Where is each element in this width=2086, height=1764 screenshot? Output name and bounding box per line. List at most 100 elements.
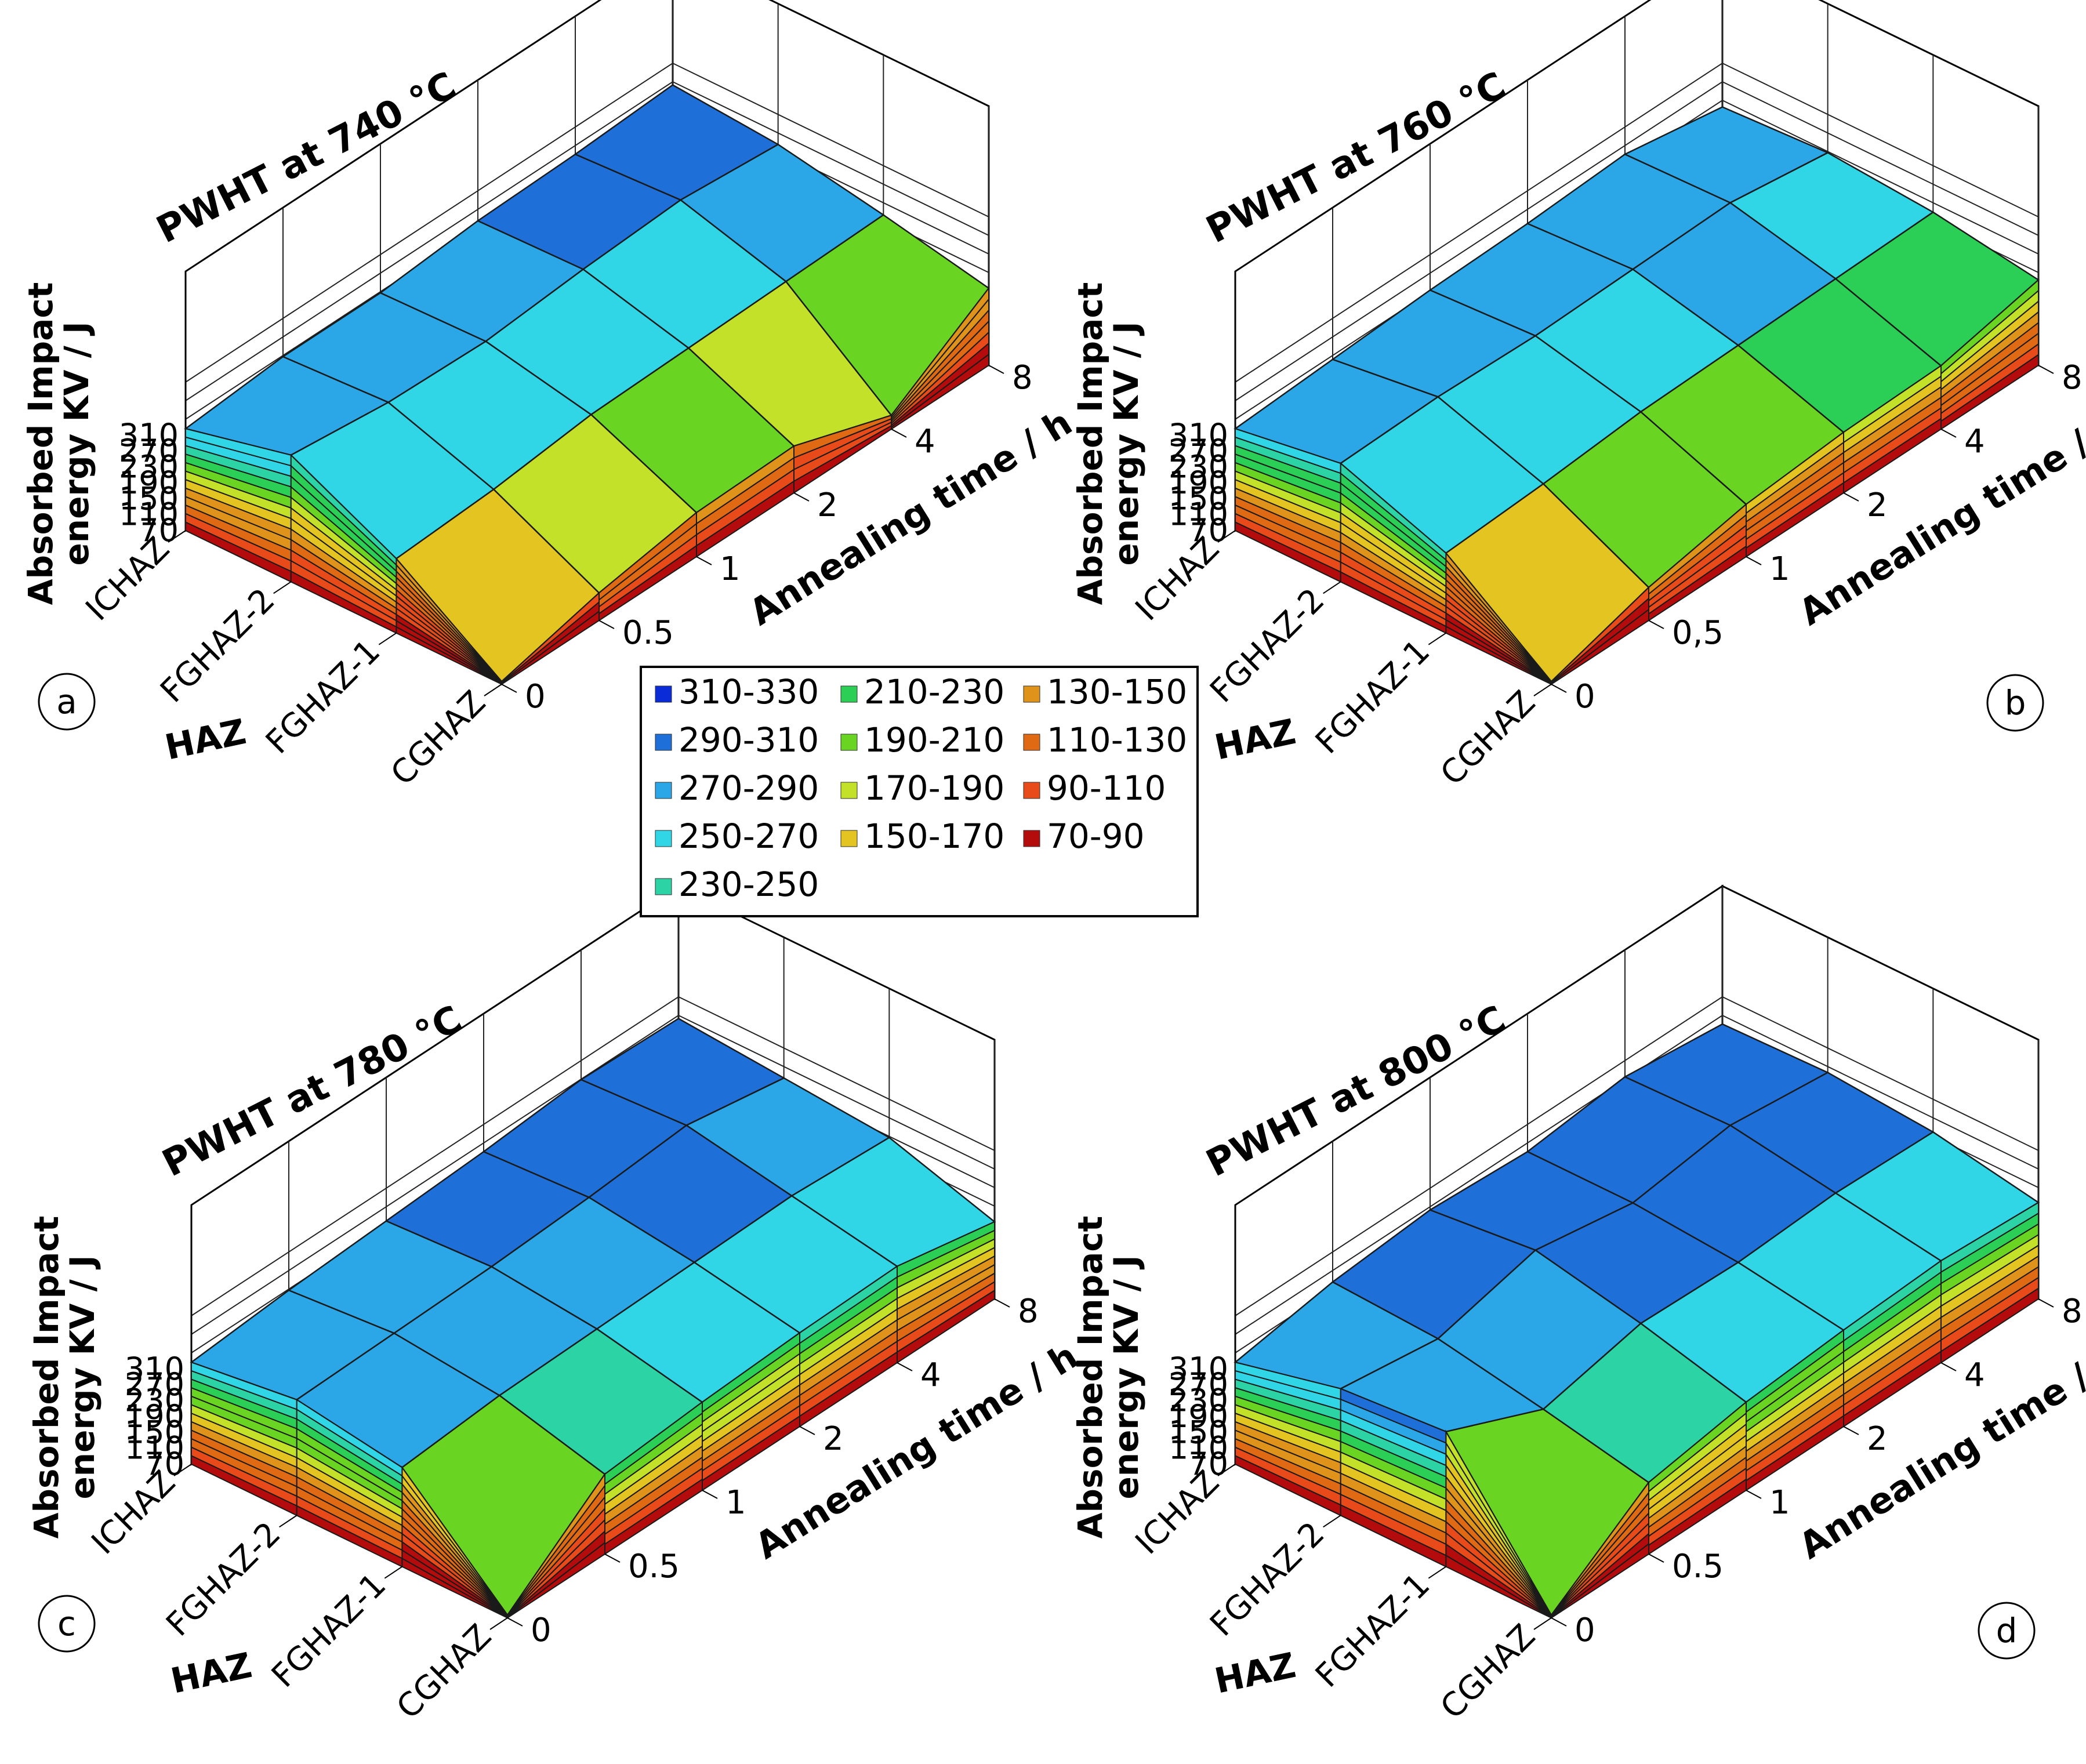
time-tick-label: 8 xyxy=(2062,359,2083,397)
time-tick-mark xyxy=(897,1362,913,1371)
time-tick-label: 4 xyxy=(1964,1356,1985,1394)
haz-tick-mark xyxy=(1217,530,1236,543)
z-tick-label: 190 xyxy=(119,464,179,501)
z-tick-label: 310 xyxy=(119,417,179,453)
legend-box xyxy=(640,666,1199,917)
haz-tick-mark xyxy=(1217,1464,1236,1476)
time-tick-mark xyxy=(1843,492,1859,502)
z-axis-title: Absorbed Impactenergy KV / J xyxy=(1071,282,1146,605)
time-tick-label: 1 xyxy=(725,1484,746,1522)
haz-tick-mark xyxy=(1533,684,1552,696)
time-tick-mark xyxy=(2038,1298,2054,1308)
time-tick-mark xyxy=(793,492,810,502)
surface xyxy=(184,84,990,685)
z-tick-label: 270 xyxy=(1169,433,1228,469)
time-tick-mark xyxy=(696,556,712,565)
haz-tick-mark xyxy=(384,1566,402,1579)
z-tick-label: 150 xyxy=(119,480,179,517)
time-tick-mark xyxy=(799,1426,815,1435)
panel-letter: a xyxy=(56,682,77,721)
z-tick-label: 70 xyxy=(144,1446,184,1482)
legend-label: 130-150 xyxy=(1047,672,1187,712)
time-tick-label: 1 xyxy=(1769,1484,1790,1522)
legend-swatch xyxy=(655,685,672,703)
haz-tick-mark xyxy=(1428,1566,1446,1579)
time-tick-mark xyxy=(1551,684,1567,693)
legend-label: 150-170 xyxy=(864,816,1004,856)
legend-swatch xyxy=(840,830,858,847)
haz-tick-mark xyxy=(1323,1515,1341,1528)
z-tick-label: 270 xyxy=(1169,1366,1228,1403)
time-tick-mark xyxy=(1940,1362,1957,1371)
time-tick-mark xyxy=(994,1298,1010,1308)
z-tick-label: 150 xyxy=(125,1414,184,1450)
time-tick-label: 8 xyxy=(2062,1293,2083,1330)
surface-side-band xyxy=(1235,1361,1341,1400)
legend-swatch xyxy=(1023,734,1040,751)
surface xyxy=(1234,106,2040,685)
surface-side-band xyxy=(191,1361,298,1410)
surface xyxy=(190,1018,996,1619)
time-tick-label: 0,5 xyxy=(1672,614,1724,652)
time-tick-mark xyxy=(1940,429,1957,438)
time-tick-label: 0 xyxy=(525,678,546,716)
time-tick-mark xyxy=(507,1617,523,1627)
legend-swatch xyxy=(840,685,858,703)
time-tick-label: 1 xyxy=(1769,550,1790,588)
legend-label: 70-90 xyxy=(1047,816,1145,856)
time-tick-label: 0 xyxy=(1575,1611,1595,1649)
z-tick-label: 230 xyxy=(1169,1382,1228,1419)
legend-swatch xyxy=(655,878,672,895)
legend-label: 110-130 xyxy=(1047,720,1187,760)
haz-tick-mark xyxy=(1323,581,1341,594)
time-tick-label: 4 xyxy=(920,1356,941,1394)
haz-tick-mark xyxy=(273,581,292,594)
panel-letter: c xyxy=(57,1604,76,1643)
time-tick-mark xyxy=(598,620,615,629)
time-tick-label: 8 xyxy=(1018,1293,1039,1330)
surface-side-band xyxy=(897,1221,995,1278)
time-tick-label: 8 xyxy=(1012,359,1033,397)
legend: 310-330 290-310 270-290 250-270 230-250 210-2… xyxy=(640,666,1199,917)
time-tick-mark xyxy=(1843,1426,1859,1435)
z-tick-label: 190 xyxy=(1169,464,1228,501)
time-tick-label: 1 xyxy=(720,550,741,588)
time-tick-mark xyxy=(1648,1554,1664,1563)
time-tick-label: 0 xyxy=(1575,678,1595,716)
z-axis-title: Absorbed Impactenergy KV / J xyxy=(21,282,96,605)
time-tick-mark xyxy=(891,429,907,438)
time-tick-label: 0.5 xyxy=(1672,1548,1724,1585)
z-tick-label: 110 xyxy=(119,496,179,533)
time-tick-mark xyxy=(1746,1490,1762,1499)
panel-letter-circle xyxy=(1978,1602,2036,1660)
z-tick-label: 70 xyxy=(139,512,179,549)
time-tick-mark xyxy=(1648,620,1664,629)
legend-label: 230-250 xyxy=(679,865,819,904)
haz-tick-mark xyxy=(168,530,186,543)
legend-label: 310-330 xyxy=(679,672,819,712)
legend-label: 170-190 xyxy=(864,768,1004,808)
time-tick-label: 0.5 xyxy=(628,1548,680,1585)
z-tick-label: 110 xyxy=(1169,496,1228,533)
haz-tick-mark xyxy=(279,1515,298,1528)
surface xyxy=(1234,1023,2040,1619)
z-tick-label: 230 xyxy=(125,1382,184,1419)
time-tick-mark xyxy=(1746,556,1762,565)
time-tick-mark xyxy=(2038,365,2054,374)
time-tick-label: 2 xyxy=(823,1420,844,1458)
legend-label: 210-230 xyxy=(864,672,1004,712)
haz-tick-mark xyxy=(1533,1617,1552,1630)
legend-label: 90-110 xyxy=(1047,768,1166,808)
time-tick-mark xyxy=(501,684,517,693)
time-tick-label: 4 xyxy=(915,423,935,460)
z-tick-label: 70 xyxy=(1188,512,1228,549)
haz-tick-mark xyxy=(1428,632,1446,645)
z-tick-label: 110 xyxy=(1169,1430,1228,1467)
legend-swatch xyxy=(1023,782,1040,799)
z-tick-label: 310 xyxy=(125,1351,184,1387)
